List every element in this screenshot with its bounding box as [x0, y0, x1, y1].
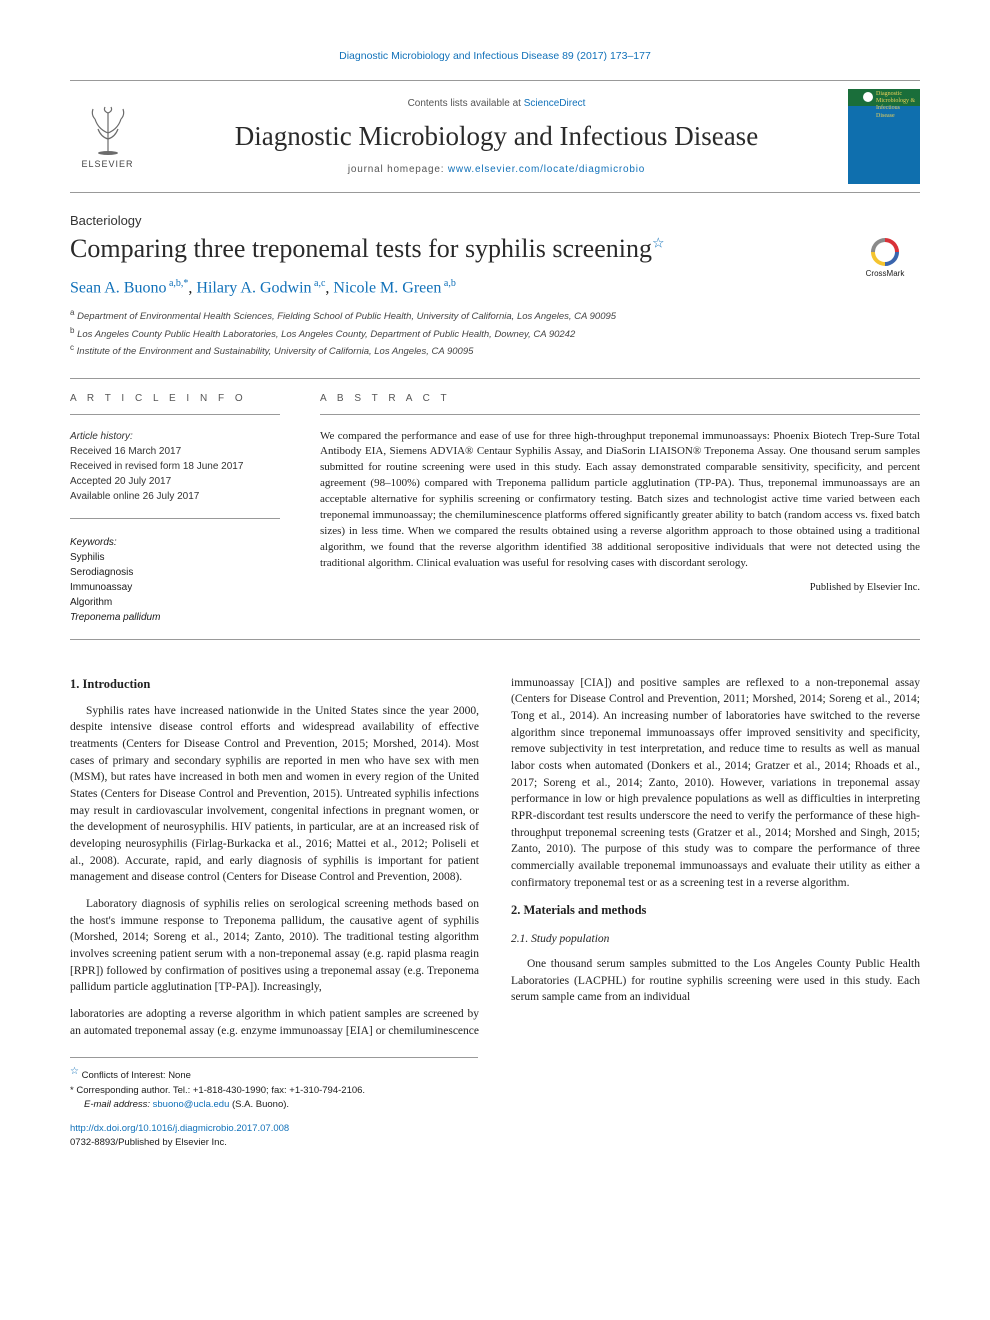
email-attribution: (S.A. Buono). — [232, 1099, 289, 1110]
issn-line: 0732-8893/Published by Elsevier Inc. — [70, 1137, 227, 1148]
keyword: Algorithm — [70, 595, 280, 610]
author-1-affil-sup: a,b,* — [166, 278, 188, 289]
received-date: Received 16 March 2017 — [70, 444, 280, 459]
divider — [70, 639, 920, 640]
divider — [70, 378, 920, 379]
elsevier-wordmark: ELSEVIER — [81, 159, 133, 169]
accepted-date: Accepted 20 July 2017 — [70, 474, 280, 489]
keyword: Treponema pallidum — [70, 610, 280, 625]
author-3-affil-sup: a,b — [441, 278, 455, 289]
article-info-column: A R T I C L E I N F O Article history: R… — [70, 393, 280, 625]
article-title: Comparing three treponemal tests for syp… — [70, 234, 665, 264]
journal-citation-header: Diagnostic Microbiology and Infectious D… — [70, 50, 920, 62]
footnotes-block: ☆ Conflicts of Interest: None * Correspo… — [70, 1057, 478, 1112]
email-label: E-mail address: — [84, 1099, 150, 1110]
abstract-column: A B S T R A C T We compared the performa… — [320, 393, 920, 625]
footnote-marker-icon: ☆ — [652, 236, 665, 251]
journal-cover-thumbnail: Diagnostic Microbiology & Infectious Dis… — [848, 89, 920, 184]
body-paragraph: Syphilis rates have increased nationwide… — [70, 703, 479, 886]
keyword: Immunoassay — [70, 580, 280, 595]
abstract-text: We compared the performance and ease of … — [320, 429, 920, 572]
publisher-line: Published by Elsevier Inc. — [320, 582, 920, 593]
abstract-heading: A B S T R A C T — [320, 393, 920, 404]
keyword: Syphilis — [70, 550, 280, 565]
affiliations-block: a Department of Environmental Health Sci… — [70, 307, 920, 359]
keyword: Serodiagnosis — [70, 565, 280, 580]
revised-date: Received in revised form 18 June 2017 — [70, 459, 280, 474]
author-2[interactable]: Hilary A. Godwin — [196, 279, 311, 296]
corresponding-email-link[interactable]: sbuono@ucla.edu — [153, 1099, 230, 1110]
conflict-of-interest: Conflicts of Interest: None — [82, 1071, 191, 1082]
author-1[interactable]: Sean A. Buono — [70, 279, 166, 296]
elsevier-tree-icon — [83, 105, 133, 155]
sciencedirect-link[interactable]: ScienceDirect — [524, 98, 586, 109]
section-heading-intro: 1. Introduction — [70, 675, 479, 693]
masthead: ELSEVIER Contents lists available at Sci… — [70, 80, 920, 193]
author-3[interactable]: Nicole M. Green — [333, 279, 441, 296]
subsection-heading-population: 2.1. Study population — [511, 931, 920, 948]
author-2-affil-sup: a,c — [312, 278, 326, 289]
contents-available-line: Contents lists available at ScienceDirec… — [145, 98, 848, 109]
article-body: 1. Introduction Syphilis rates have incr… — [70, 675, 920, 1040]
journal-homepage-link[interactable]: www.elsevier.com/locate/diagmicrobio — [448, 164, 645, 175]
body-paragraph: One thousand serum samples submitted to … — [511, 956, 920, 1006]
footnote-star-icon: ☆ — [70, 1066, 79, 1077]
corresponding-marker: * — [70, 1085, 74, 1096]
keywords-block: Keywords: Syphilis Serodiagnosis Immunoa… — [70, 535, 280, 625]
elsevier-logo: ELSEVIER — [70, 89, 145, 184]
article-history-label: Article history: — [70, 429, 280, 444]
keywords-label: Keywords: — [70, 535, 280, 550]
authors-line: Sean A. Buono a,b,*, Hilary A. Godwin a,… — [70, 278, 920, 297]
article-section-label: Bacteriology — [70, 213, 920, 228]
online-date: Available online 26 July 2017 — [70, 489, 280, 504]
crossmark-label: CrossMark — [866, 269, 905, 278]
doi-link[interactable]: http://dx.doi.org/10.1016/j.diagmicrobio… — [70, 1123, 289, 1134]
body-paragraph: Laboratory diagnosis of syphilis relies … — [70, 896, 479, 996]
article-info-heading: A R T I C L E I N F O — [70, 393, 280, 404]
crossmark-badge[interactable]: CrossMark — [850, 238, 920, 278]
corresponding-author: Corresponding author. Tel.: +1-818-430-1… — [76, 1085, 365, 1096]
section-heading-methods: 2. Materials and methods — [511, 901, 920, 919]
journal-homepage-line: journal homepage: www.elsevier.com/locat… — [145, 164, 848, 175]
doi-block: http://dx.doi.org/10.1016/j.diagmicrobio… — [70, 1122, 920, 1149]
crossmark-icon — [871, 238, 899, 266]
journal-title: Diagnostic Microbiology and Infectious D… — [145, 121, 848, 152]
